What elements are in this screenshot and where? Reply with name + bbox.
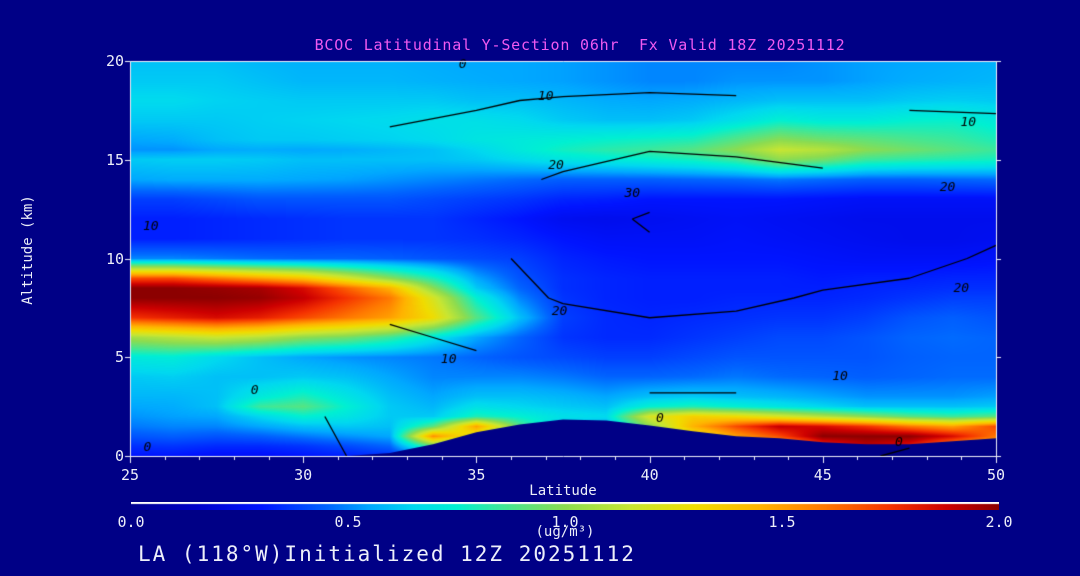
x-tick-label: 50 <box>986 466 1006 484</box>
x-tick-label: 45 <box>813 466 832 484</box>
y-tick-label: 10 <box>105 249 124 268</box>
colorbar-tick-label: 2.0 <box>985 513 1013 531</box>
colorbar-tick-label: 0.0 <box>117 513 145 531</box>
x-axis-title: Latitude <box>529 483 597 499</box>
colorbar-units-label: (ug/m³) <box>535 524 595 540</box>
colorbar-canvas <box>131 502 999 510</box>
colorbar-tick-label: 1.0 <box>551 513 579 531</box>
y-tick-label: 0 <box>114 447 124 465</box>
colorbar-tick-label: 1.5 <box>768 513 796 531</box>
init-time-label: LA (118°W)Initialized 12Z 20251112 <box>138 542 636 566</box>
y-tick-label: 20 <box>105 52 124 70</box>
cross-section-plot-canvas <box>100 50 1030 474</box>
colorbar-tick-label: 0.5 <box>334 513 362 531</box>
x-tick-label: 25 <box>120 466 140 484</box>
y-tick-label: 15 <box>105 150 124 169</box>
x-tick-label: 40 <box>640 466 659 484</box>
y-axis-title: Altitude (km) <box>20 195 36 305</box>
x-tick-label: 35 <box>467 466 486 484</box>
x-tick-label: 30 <box>294 466 313 484</box>
plot-title: BCOC Latitudinal Y-Section 06hr Fx Valid… <box>314 36 846 54</box>
y-tick-label: 5 <box>114 348 124 367</box>
